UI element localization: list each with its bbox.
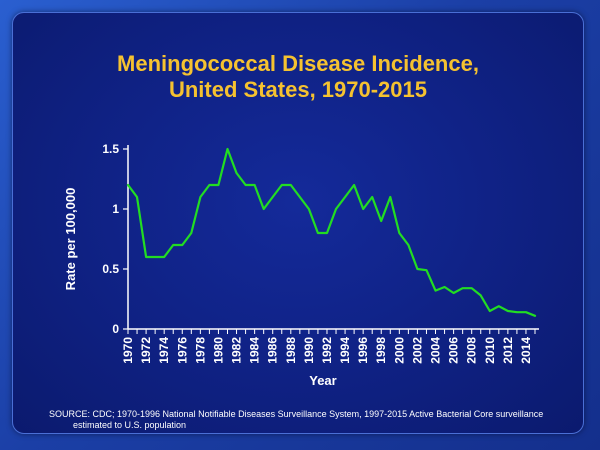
chart-title: Meningococcal Disease Incidence, United …	[13, 51, 583, 103]
series-line	[126, 147, 537, 317]
x-tick-label: 2002	[410, 337, 424, 364]
y-axis-label: Rate per 100,000	[63, 188, 78, 291]
y-tick-label: 1	[112, 202, 119, 216]
x-tick-label: 1980	[211, 337, 225, 364]
x-tick-label: 1974	[157, 337, 171, 364]
x-tick-label: 2006	[447, 337, 461, 364]
x-tick-label: 1984	[248, 337, 262, 364]
source-line-2: estimated to U.S. population	[73, 420, 187, 430]
chart-title-line-1: Meningococcal Disease Incidence,	[117, 51, 479, 76]
x-tick-label: 1970	[121, 337, 135, 364]
x-tick-label: 2010	[483, 337, 497, 364]
x-axis-ticks: 1970 1972 1974 1976 1978 1980 1982 1984 1986 1988…	[121, 329, 536, 364]
x-tick-label: 1990	[302, 337, 316, 364]
x-tick-label: 1992	[320, 337, 334, 364]
source-line-1: SOURCE: CDC; 1970-1996 National Notifiab…	[49, 409, 544, 419]
chart-title-line-2: United States, 1970-2015	[168, 77, 428, 102]
y-tick-label: 0	[112, 322, 119, 336]
x-tick-label: 1976	[175, 337, 189, 364]
x-tick-label: 2008	[465, 337, 479, 364]
line-chart: 0 0.5 1 1.5 1970 1972 1974 1976 1978 1980 1982 198…	[63, 142, 539, 388]
chart-axes	[127, 145, 539, 330]
x-tick-label: 1986	[266, 337, 280, 364]
x-tick-label: 2000	[392, 337, 406, 364]
x-tick-label: 2004	[429, 337, 443, 364]
x-tick-label: 2012	[501, 337, 515, 364]
x-tick-label: 1972	[139, 337, 153, 364]
x-tick-label: 1982	[230, 337, 244, 364]
x-tick-label: 2014	[519, 337, 533, 364]
x-tick-label: 1978	[193, 337, 207, 364]
plot-area	[126, 147, 537, 317]
y-tick-label: 1.5	[102, 142, 119, 156]
slide-panel: Meningococcal Disease Incidence, United …	[12, 12, 584, 434]
y-axis-ticks: 0 0.5 1 1.5	[102, 142, 128, 336]
x-tick-label: 1996	[356, 337, 370, 364]
x-tick-label: 1988	[284, 337, 298, 364]
source-note: SOURCE: CDC; 1970-1996 National Notifiab…	[49, 409, 589, 431]
x-tick-label: 1994	[338, 337, 352, 364]
y-tick-label: 0.5	[102, 262, 119, 276]
x-axis-label: Year	[309, 373, 336, 388]
x-tick-label: 1998	[374, 337, 388, 364]
